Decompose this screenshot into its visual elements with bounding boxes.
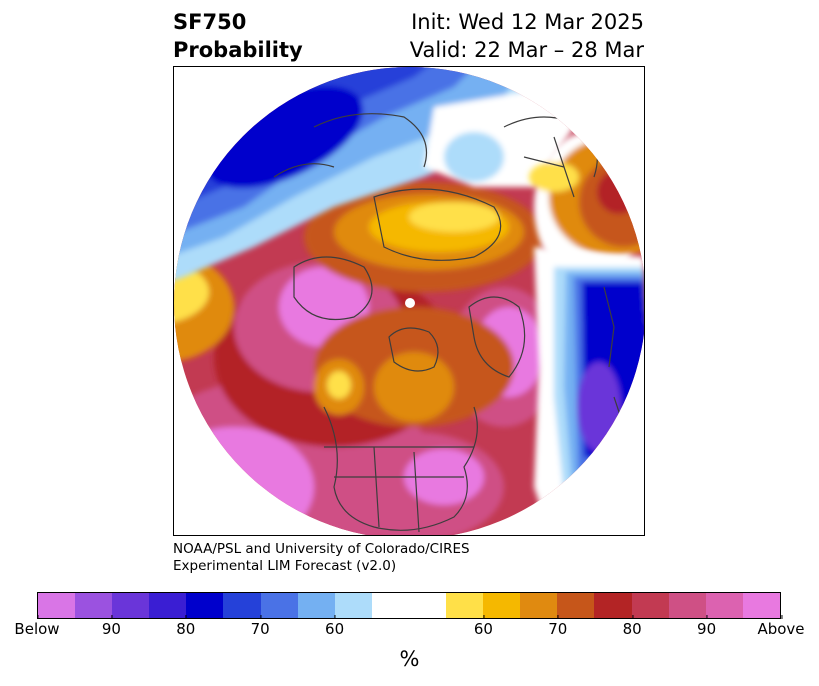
title-right: Init: Wed 12 Mar 2025 Valid: 22 Mar – 28… bbox=[410, 8, 644, 64]
probability-field bbox=[174, 67, 644, 535]
colorbar-segment bbox=[112, 593, 150, 618]
colorbar-tick-label: 70 bbox=[548, 615, 568, 638]
forecast-map bbox=[173, 66, 645, 536]
colorbar-segment bbox=[223, 593, 261, 618]
colorbar-unit: % bbox=[399, 647, 420, 671]
field-label: Probability bbox=[173, 38, 303, 62]
coast-greenland bbox=[468, 296, 526, 378]
colorbar-segment bbox=[483, 593, 521, 618]
field-below-80-north bbox=[205, 85, 363, 189]
colorbar-segment bbox=[705, 593, 743, 618]
field-above-50-europe bbox=[529, 162, 579, 192]
field-above-60-center bbox=[374, 352, 454, 422]
colorbar-tick-label: Above bbox=[757, 615, 805, 638]
colorbar-segment bbox=[668, 593, 706, 618]
field-above-50-pole bbox=[409, 202, 499, 232]
colorbar-segment bbox=[446, 593, 484, 618]
coast-hudson-bay bbox=[388, 327, 439, 372]
colorbar-tick-label: Below bbox=[14, 615, 60, 638]
map-svg bbox=[174, 67, 644, 535]
colorbar-segment bbox=[742, 593, 780, 618]
colorbar-ticks: Below 90 80 70 60 60 70 80 90 Above bbox=[14, 615, 805, 639]
field-below-90-atlantic bbox=[577, 362, 621, 452]
variable-label: SF750 bbox=[173, 10, 247, 34]
field-above-50-west bbox=[327, 371, 351, 399]
coast-north-america bbox=[323, 406, 478, 531]
coastlines bbox=[273, 113, 625, 533]
coast-eurasia-north bbox=[373, 188, 502, 261]
colorbar-segment bbox=[408, 593, 447, 618]
colorbar-tick-label: 70 bbox=[250, 615, 270, 638]
colorbar-segment bbox=[371, 593, 409, 618]
colorbar-tick-label: 90 bbox=[697, 615, 717, 638]
colorbar-tick-label: 60 bbox=[473, 615, 493, 638]
north-pole-marker bbox=[405, 298, 415, 308]
colorbar-tick-label: 60 bbox=[325, 615, 345, 638]
colorbar-segment bbox=[38, 593, 76, 618]
coast-siberia bbox=[293, 256, 373, 321]
colorbar-tick-label: 90 bbox=[101, 615, 121, 638]
colorbar-segment bbox=[260, 593, 298, 618]
colorbar-segment bbox=[594, 593, 632, 618]
colorbar-segment bbox=[186, 593, 224, 618]
credit: NOAA/PSL and University of Colorado/CIRE… bbox=[173, 541, 470, 575]
field-below-55-pole bbox=[444, 132, 504, 182]
colorbar-segment bbox=[520, 593, 558, 618]
colorbar-segment bbox=[631, 593, 669, 618]
colorbar-segment bbox=[149, 593, 187, 618]
credit-line-2: Experimental LIM Forecast (v2.0) bbox=[173, 558, 397, 574]
credit-line-1: NOAA/PSL and University of Colorado/CIRE… bbox=[173, 541, 470, 557]
colorbar-tick-label: 80 bbox=[176, 615, 196, 638]
colorbar-segment bbox=[297, 593, 335, 618]
colorbar-tick-label: 80 bbox=[622, 615, 642, 638]
colorbar-segment bbox=[557, 593, 595, 618]
colorbar bbox=[37, 592, 781, 619]
field-above-70-europe bbox=[597, 170, 641, 214]
colorbar-segment bbox=[334, 593, 372, 618]
valid-range: Valid: 22 Mar – 28 Mar bbox=[409, 38, 644, 62]
colorbar-segment bbox=[75, 593, 113, 618]
init-date: Init: Wed 12 Mar 2025 bbox=[411, 10, 644, 34]
us-state-borders bbox=[324, 446, 474, 533]
title-left: SF750 Probability bbox=[173, 8, 303, 64]
coast-asia bbox=[273, 113, 428, 178]
